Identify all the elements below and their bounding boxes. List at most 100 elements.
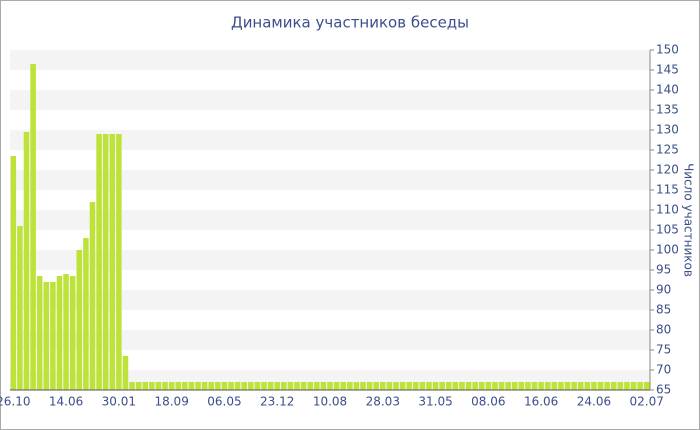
y-tick-label: 140 [656,83,679,97]
bar [155,382,162,390]
bar [294,382,300,390]
bar [538,382,544,390]
bar [122,356,129,390]
y-tick-label: 150 [656,43,679,57]
bar [287,382,294,390]
bar [281,382,287,390]
x-tick-label: 02.07 [630,395,664,409]
bar [558,382,564,390]
bar [597,382,604,390]
bar [584,382,591,390]
bar [168,382,175,390]
bar [142,382,149,390]
x-tick-label: 30.01 [102,395,136,409]
bar [300,382,307,390]
bar [439,382,445,390]
bar [135,382,142,390]
bar [518,382,525,390]
grid-band [10,170,650,190]
y-tick-label: 85 [656,303,671,317]
bar [551,382,558,390]
bar [419,382,426,390]
bar [234,382,241,390]
bar [307,382,313,390]
bar [525,382,531,390]
bar [511,382,518,390]
bar [478,382,485,390]
x-tick-label: 31.05 [418,395,452,409]
bar [50,282,56,390]
grid-band [10,50,650,70]
bar [544,382,551,390]
bar [195,382,201,390]
bar [498,382,505,390]
bar [201,382,208,390]
y-tick-label: 110 [656,203,679,217]
bar [360,382,366,390]
bar [380,382,386,390]
bar [531,382,538,390]
y-tick-label: 95 [656,263,671,277]
bar [83,238,89,390]
bar [30,64,36,390]
bar [23,132,30,390]
grid-band [10,210,650,230]
bar [320,382,327,390]
bar [254,382,261,390]
bar [182,382,188,390]
bar [426,382,432,390]
bar [129,382,135,390]
bar [175,382,182,390]
bar [63,274,69,390]
bar [610,382,617,390]
x-tick-label: 08.06 [471,395,505,409]
bar [347,382,353,390]
grid-band [10,250,650,270]
bar [221,382,228,390]
bar [373,382,379,390]
bar [314,382,320,390]
bar [617,382,624,390]
grid-band [10,330,650,350]
bar [432,382,439,390]
bar [624,382,630,390]
bar [340,382,346,390]
bar [399,382,406,390]
bar [472,382,478,390]
bar [637,382,643,390]
x-tick-label: 23.12 [260,395,294,409]
y-tick-label: 75 [656,343,671,357]
bar [76,250,83,390]
bar [492,382,498,390]
y-tick-label: 70 [656,363,671,377]
x-tick-label: 24.06 [577,395,611,409]
y-tick-label: 135 [656,103,679,117]
bar [465,382,472,390]
bar [274,382,280,390]
bar [393,382,399,390]
bar [604,382,610,390]
y-tick-label: 105 [656,223,679,237]
bar [109,134,116,390]
bar [630,382,637,390]
bar [241,382,247,390]
bar [577,382,584,390]
bar [248,382,254,390]
bar [564,382,571,390]
y-tick-label: 145 [656,63,679,77]
bar [56,276,63,390]
grid-band [10,130,650,150]
x-tick-label: 14.06 [49,395,83,409]
y-tick-label: 90 [656,283,671,297]
bar [149,382,155,390]
bar [43,282,50,390]
bar [10,156,17,390]
y-tick-label: 115 [656,183,679,197]
bar [116,134,122,390]
y-axis-title: Число участников [682,163,696,277]
bar [208,382,215,390]
bar [413,382,419,390]
y-tick-label: 100 [656,243,679,257]
bar [386,382,393,390]
